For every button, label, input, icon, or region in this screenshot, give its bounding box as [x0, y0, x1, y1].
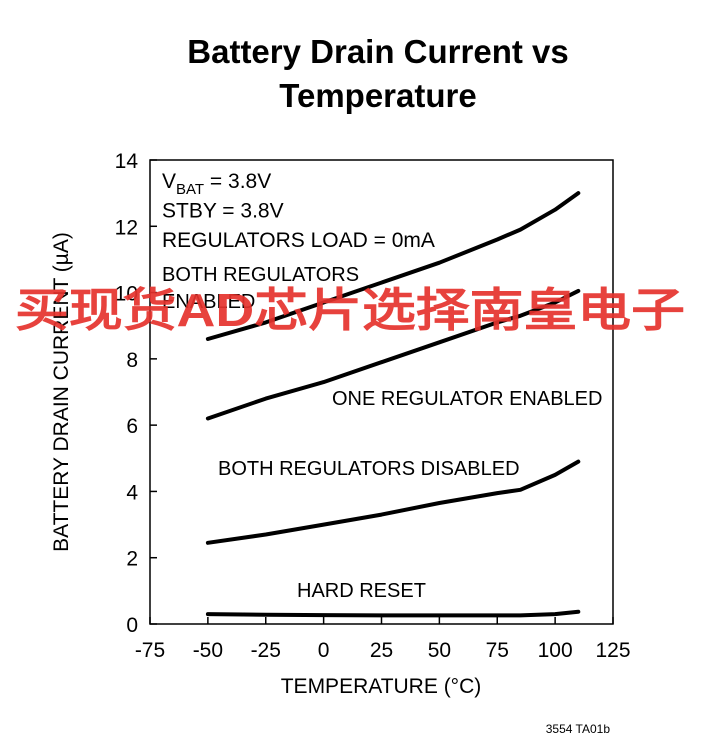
series-label-box: BOTH REGULATORS ENABLED — [162, 264, 360, 313]
condition-sub: BAT — [176, 181, 204, 198]
series-label-box: HARD RESET — [297, 580, 426, 602]
series-label: BOTH REGULATORS DISABLED — [218, 458, 520, 480]
y-axis-label: BATTERY DRAIN CURRENT (µA) — [50, 232, 73, 552]
x-tick-label: -50 — [193, 639, 223, 662]
title-box: Battery Drain Current vs Temperature — [187, 33, 569, 114]
series-line — [205, 459, 581, 545]
condition-part: V — [162, 170, 176, 193]
series-label-box: ONE REGULATOR ENABLED — [332, 388, 603, 410]
series-label: ONE REGULATOR ENABLED — [332, 388, 603, 410]
series-label-box: BOTH REGULATORS DISABLED — [218, 458, 520, 480]
x-tick-label: 75 — [486, 639, 509, 662]
x-tick-label: 50 — [428, 639, 451, 662]
series-line — [205, 191, 581, 341]
condition: VBAT = 3.8V — [162, 170, 271, 198]
x-axis-label: TEMPERATURE (°C) — [281, 675, 482, 698]
condition-part: = 3.8V — [204, 170, 271, 193]
x-tick-label: 0 — [318, 639, 330, 662]
x-tick-label: 100 — [538, 639, 573, 662]
y-tick-label: 4 — [126, 481, 138, 504]
y-tick-label: 6 — [126, 415, 138, 438]
y-tick-label: 14 — [115, 150, 139, 173]
y-tick-label: 10 — [115, 283, 138, 306]
y-tick-label: 0 — [126, 614, 138, 637]
condition: STBY = 3.8V — [162, 200, 284, 223]
y-tick-label: 2 — [126, 548, 138, 571]
x-tick-label: -75 — [135, 639, 165, 662]
footnote: 3554 TA01b — [546, 722, 611, 736]
x-tick-label: -25 — [251, 639, 281, 662]
watermark: 买现货AD芯片选择南皇电子 — [15, 284, 685, 336]
x-tick-label: 125 — [595, 639, 630, 662]
condition: REGULATORS LOAD = 0mA — [162, 229, 435, 252]
series-label: HARD RESET — [297, 580, 426, 602]
chart-title: Battery Drain Current vs Temperature — [187, 33, 569, 114]
series-line — [205, 609, 581, 618]
x-tick-label: 25 — [370, 639, 393, 662]
y-tick-label: 8 — [126, 349, 138, 372]
series-label: BOTH REGULATORS ENABLED — [162, 264, 360, 313]
y-tick-label: 12 — [115, 216, 138, 239]
series-line — [205, 288, 581, 421]
